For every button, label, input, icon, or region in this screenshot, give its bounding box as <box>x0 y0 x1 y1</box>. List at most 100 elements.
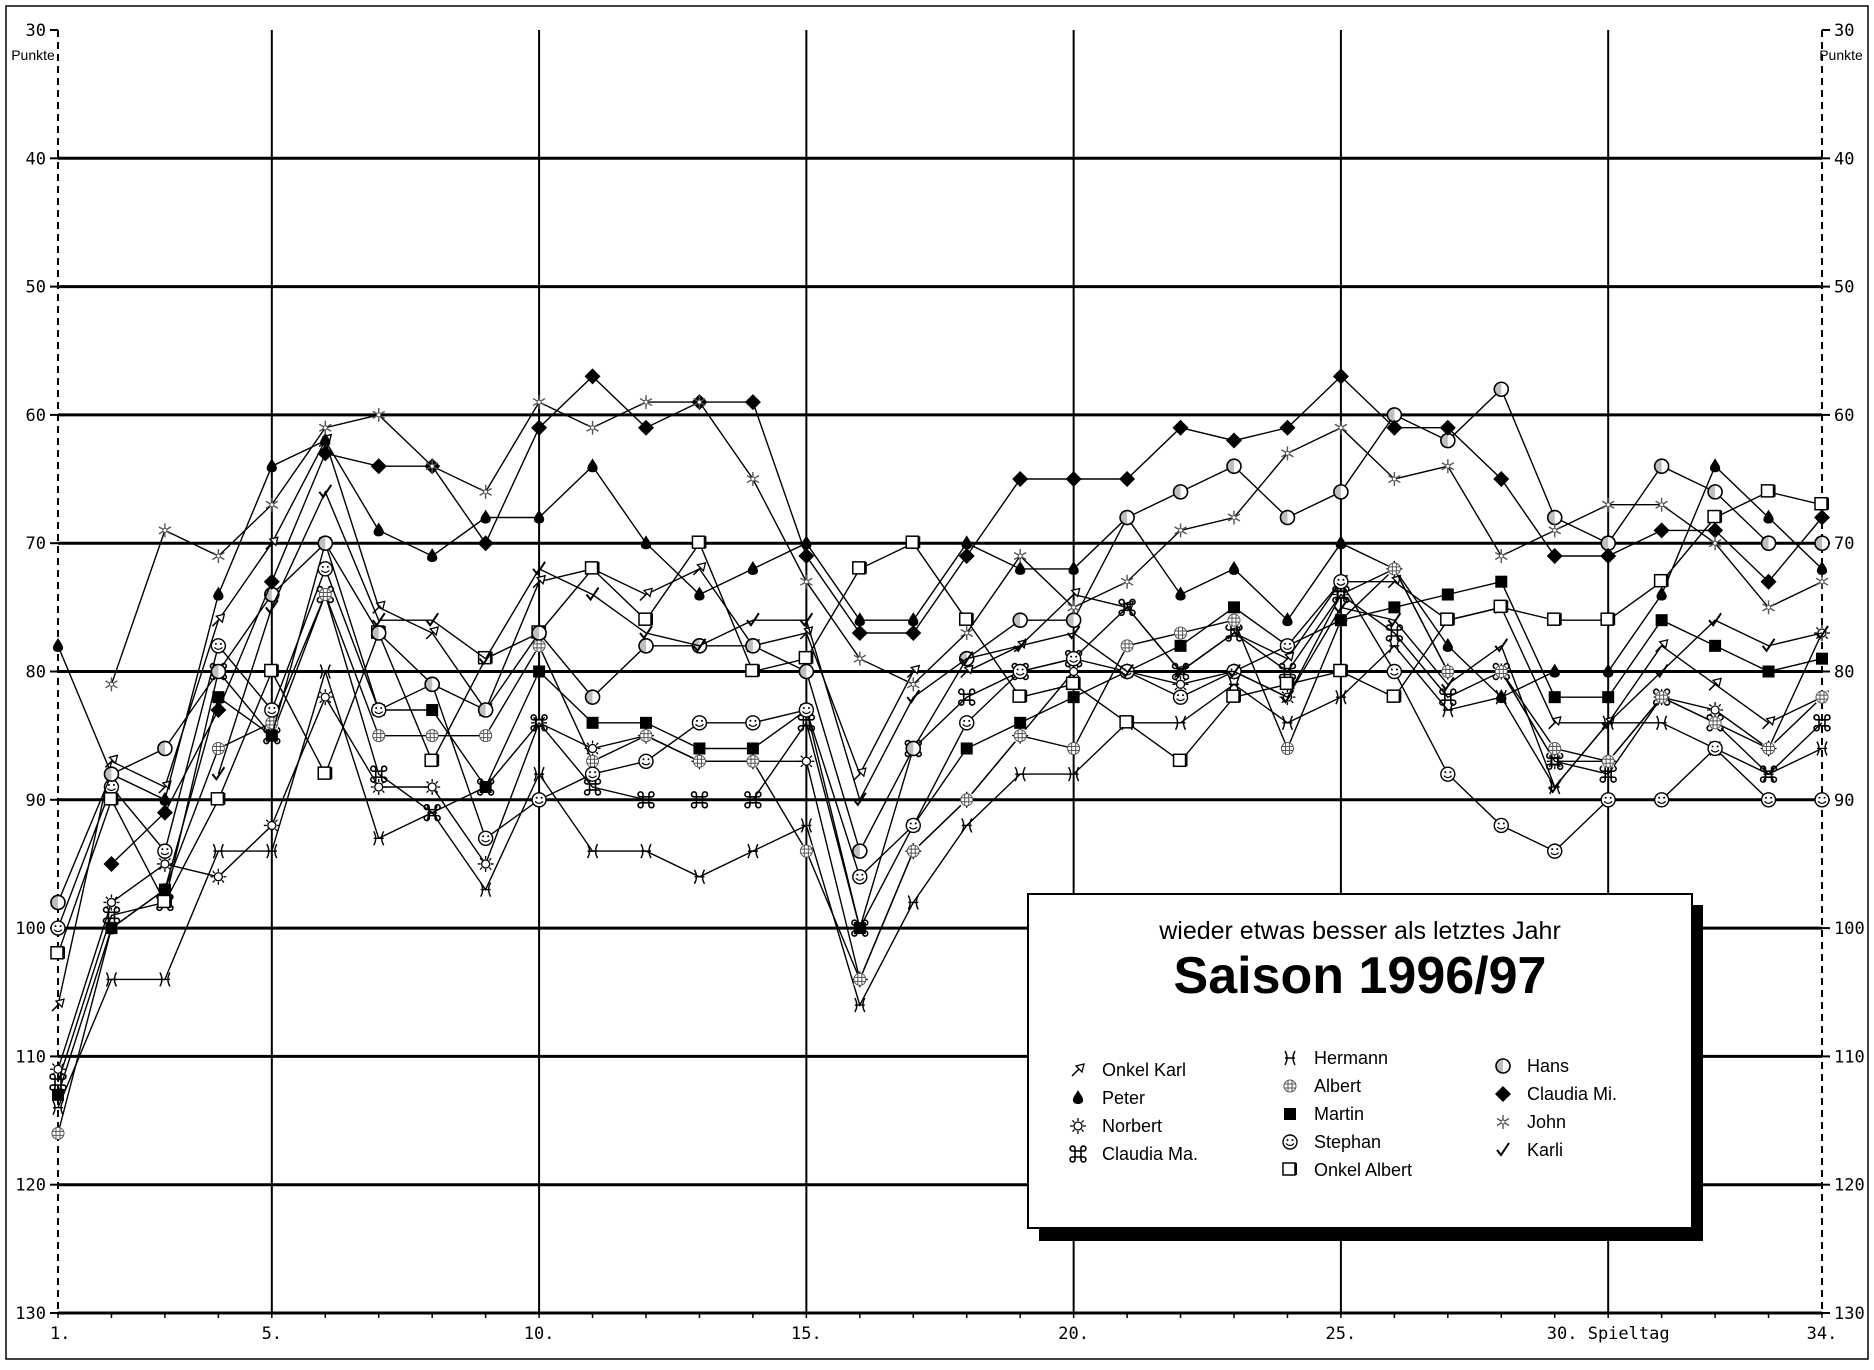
legend-label-martin: Martin <box>1314 1104 1364 1124</box>
data-point-john <box>1013 549 1027 564</box>
data-point-karli <box>1120 663 1134 679</box>
data-point-karli <box>746 612 760 627</box>
series-line-onkel-albert <box>57 491 1823 955</box>
data-point-onkel-karl <box>960 664 974 679</box>
data-point-albert <box>425 729 439 743</box>
data-point-martin <box>1014 716 1027 729</box>
data-point-stephan <box>210 638 227 654</box>
data-point-hermann <box>907 895 919 910</box>
data-point-claudia-ma <box>1546 752 1564 771</box>
data-point-stephan <box>1065 650 1082 667</box>
data-point-karli <box>1601 715 1616 730</box>
data-point-hans <box>103 766 120 782</box>
series-line-onkel-karl <box>57 438 1823 1006</box>
legend-label-john: John <box>1527 1112 1566 1132</box>
series-john <box>105 395 1829 692</box>
data-point-stephan <box>50 920 66 936</box>
data-point-stephan <box>798 702 815 718</box>
data-point-stephan <box>1493 817 1509 834</box>
series-hermann <box>52 638 1828 1116</box>
data-point-onkel-albert <box>1172 753 1188 768</box>
data-point-albert <box>1387 562 1401 576</box>
data-point-claudia-mi <box>1600 548 1617 565</box>
data-point-martin <box>1602 691 1615 704</box>
data-point-karli <box>532 561 546 576</box>
data-point-claudia-mi <box>1386 419 1403 436</box>
data-point-hermann <box>747 843 759 859</box>
data-point-hans <box>584 689 601 705</box>
data-point-karli <box>1654 663 1669 679</box>
legend-label-hermann: Hermann <box>1314 1048 1388 1068</box>
data-point-claudia-ma <box>1278 662 1297 681</box>
data-point-hermann <box>586 843 599 859</box>
data-point-john <box>1388 472 1401 487</box>
data-point-hermann <box>533 766 545 782</box>
data-point-john <box>1762 600 1775 615</box>
data-point-claudia-mi <box>1653 522 1670 539</box>
data-point-peter <box>159 791 171 806</box>
data-point-martin <box>1174 639 1187 652</box>
data-point-peter <box>801 535 812 550</box>
data-point-hans <box>370 625 387 641</box>
data-point-claudia-ma <box>1332 585 1350 604</box>
data-point-martin <box>1388 601 1401 614</box>
y-tick-label-left: 50 <box>26 278 46 298</box>
data-point-stephan <box>691 715 708 731</box>
data-point-hermann <box>1335 689 1347 705</box>
data-point-claudia-mi <box>1439 419 1456 436</box>
data-point-albert <box>532 639 546 653</box>
data-point-hans <box>1814 535 1830 552</box>
data-point-peter <box>480 509 491 524</box>
data-point-stephan <box>531 792 547 808</box>
data-point-karli <box>425 612 440 627</box>
data-point-norbert <box>210 868 227 885</box>
data-point-peter <box>533 509 545 524</box>
data-point-claudia-mi <box>1493 471 1510 488</box>
data-point-hans <box>210 663 227 680</box>
data-point-hans <box>1600 535 1616 552</box>
data-point-albert <box>479 729 493 743</box>
data-point-peter <box>1068 560 1079 575</box>
data-point-albert <box>1762 741 1776 755</box>
data-point-onkel-albert <box>1440 612 1455 626</box>
data-point-hans <box>50 894 66 911</box>
data-point-hermann <box>373 830 385 846</box>
y-tick-label-left: 130 <box>15 1304 46 1324</box>
data-point-albert <box>1494 665 1508 678</box>
data-point-karli <box>1494 638 1509 653</box>
data-point-stephan <box>1386 663 1403 680</box>
data-point-martin <box>1067 691 1080 704</box>
data-point-albert <box>51 1126 65 1140</box>
series-hans <box>50 381 1830 911</box>
data-point-hans <box>638 638 654 654</box>
data-point-stephan <box>745 715 761 731</box>
data-point-claudia-ma <box>1385 624 1404 642</box>
legend-label-norbert: Norbert <box>1102 1116 1162 1136</box>
data-point-claudia-ma <box>744 791 762 809</box>
data-point-stephan <box>1600 792 1616 808</box>
data-point-stephan <box>1760 792 1777 808</box>
data-point-john <box>158 523 172 538</box>
y-tick-label-right: 60 <box>1834 406 1854 426</box>
data-point-norbert <box>263 817 280 834</box>
legend-marker-claudia-mi <box>1495 1086 1511 1102</box>
data-point-onkel-karl <box>1655 638 1669 653</box>
data-point-stephan <box>959 715 975 731</box>
data-point-onkel-albert <box>1707 509 1723 524</box>
data-point-claudia-ma <box>370 765 388 783</box>
data-point-martin <box>52 1088 64 1101</box>
data-point-john <box>1708 536 1722 551</box>
data-point-onkel-albert <box>1226 689 1241 703</box>
data-point-claudia-mi <box>1226 432 1242 449</box>
legend-marker-norbert <box>1070 1118 1086 1134</box>
data-point-hans <box>1760 535 1777 552</box>
data-point-peter <box>52 637 64 652</box>
data-point-hermann <box>159 972 171 987</box>
data-point-hans <box>1546 509 1563 526</box>
data-point-onkel-albert <box>745 663 760 678</box>
data-point-claudia-mi <box>103 855 120 872</box>
data-point-peter <box>266 458 277 473</box>
series-line-hans <box>57 387 1822 903</box>
